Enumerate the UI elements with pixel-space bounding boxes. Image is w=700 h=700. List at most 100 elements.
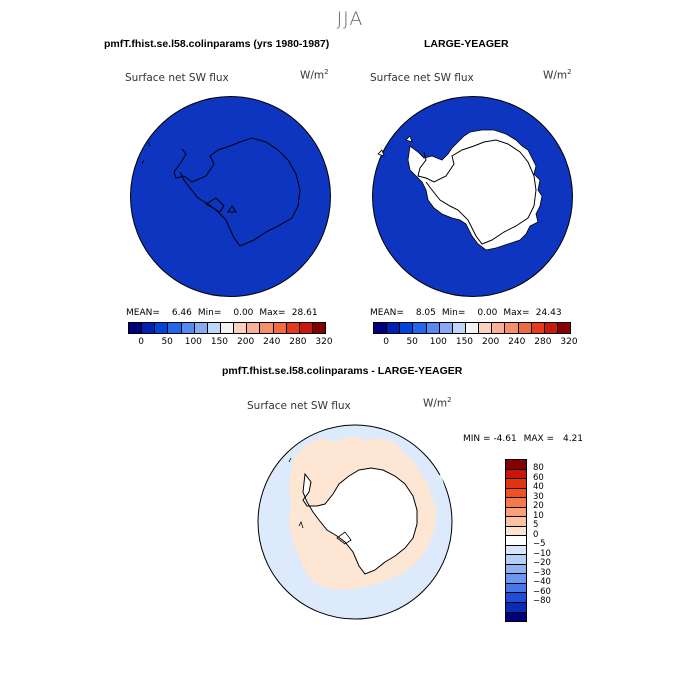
colorbar-tick-label: 200 [482,337,500,347]
right-units: W/m2 [543,68,572,82]
right-variable-name: Surface net SW flux [370,72,474,84]
colorbar-swatch [387,323,401,333]
left-variable-name: Surface net SW flux [125,72,229,84]
colorbar-swatch [220,323,235,333]
right-colorbar-ticks: 0 50 100 150 200 240 280 320 [373,337,577,349]
colorbar-tick-label: 320 [315,337,333,347]
right-panel-title: LARGE-YEAGER [424,38,509,50]
colorbar-tick-label: 0 [533,529,539,540]
right-colorbar [373,322,571,334]
colorbar-swatch [247,323,261,333]
colorbar-tick-label: 10 [533,510,544,521]
colorbar-swatch [374,323,388,333]
colorbar-swatch [492,323,506,333]
colorbar-swatch [506,460,526,470]
colorbar-swatch [155,323,169,333]
colorbar-swatch [426,323,440,333]
colorbar-swatch [506,583,526,594]
right-min-label: Min= [441,308,466,318]
right-max-label: Max= [503,308,530,318]
diff-min-value: -4.61 [493,434,517,444]
colorbar-swatch [506,593,526,603]
colorbar-swatch [439,323,453,333]
left-max-value: 28.61 [291,308,318,318]
diff-antarctica [302,467,418,575]
colorbar-swatch [506,517,526,527]
left-ocean-disc [130,96,331,297]
left-mean-label: MEAN= [126,308,160,318]
left-units: W/m2 [300,68,329,82]
colorbar-swatch [506,498,526,508]
colorbar-swatch [142,323,156,333]
colorbar-tick-label: 100 [184,337,202,347]
left-colorbar-ticks: 0 50 100 150 200 240 280 320 [128,337,332,349]
left-colorbar [128,322,326,334]
diff-variable-name: Surface net SW flux [247,400,351,412]
colorbar-tick-label: 40 [533,482,544,493]
colorbar-swatch [506,488,526,499]
colorbar-swatch [299,323,313,333]
right-mean-value: 8.05 [415,308,436,318]
colorbar-tick-label: 0 [138,337,144,347]
colorbar-swatch [557,323,571,333]
colorbar-swatch [234,323,248,333]
colorbar-tick-label: 150 [210,337,229,347]
right-mean-label: MEAN= [370,308,404,318]
colorbar-swatch [506,602,526,613]
colorbar-tick-label: −60 [533,586,551,597]
colorbar-swatch [506,507,526,518]
left-stats: MEAN= 6.46 Min= 0.00 Max= 28.61 [126,308,318,318]
left-panel-title: pmfT.fhist.se.l58.colinparams (yrs 1980-… [104,38,330,50]
colorbar-tick-label: 280 [289,337,307,347]
colorbar-tick-label: −5 [533,539,546,550]
left-mean-value: 6.46 [171,308,192,318]
colorbar-swatch [286,323,300,333]
colorbar-tick-label: 80 [533,463,544,474]
diff-colorbar [505,459,527,622]
colorbar-tick-label: 60 [533,472,544,483]
right-sea-ice [407,129,543,251]
colorbar-tick-label: −10 [533,548,551,559]
colorbar-swatch [260,323,274,333]
colorbar-swatch [194,323,208,333]
colorbar-swatch [506,574,526,584]
colorbar-swatch [505,323,519,333]
diff-stats: MIN = -4.61 MAX = 4.21 [463,434,583,444]
right-stats: MEAN= 8.05 Min= 0.00 Max= 24.43 [370,308,562,318]
colorbar-swatch [312,323,326,333]
left-polar-map [130,96,331,297]
colorbar-tick-label: 0 [383,337,389,347]
colorbar-tick-label: −20 [533,558,551,569]
colorbar-swatch [506,545,526,556]
colorbar-tick-label: 320 [560,337,578,347]
colorbar-tick-label: 5 [533,520,539,531]
colorbar-swatch [452,323,466,333]
diff-colorbar-ticks: 80 60 40 30 20 10 5 0 −5 −10 −20 −30 −40 −60 −80 [533,459,573,620]
right-min-value: 0.00 [477,308,498,318]
colorbar-swatch [506,526,526,537]
colorbar-tick-label: 280 [534,337,552,347]
left-min-value: 0.00 [233,308,254,318]
figure-title: JJA [336,8,364,30]
colorbar-swatch [506,564,526,575]
colorbar-tick-label: 100 [429,337,447,347]
colorbar-tick-label: 240 [508,337,526,347]
diff-max-label: MAX = [523,434,555,444]
right-max-value: 24.43 [535,308,562,318]
colorbar-swatch [413,323,427,333]
colorbar-swatch [479,323,493,333]
colorbar-tick-label: 200 [237,337,255,347]
colorbar-tick-label: 30 [533,491,544,502]
diff-panel-title: pmfT.fhist.se.l58.colinparams - LARGE-YE… [222,365,463,377]
left-min-label: Min= [197,308,222,318]
colorbar-tick-label: −30 [533,567,551,578]
colorbar-tick-label: 50 [406,337,418,347]
colorbar-tick-label: 50 [161,337,173,347]
colorbar-swatch [506,469,526,480]
diff-min-label: MIN = [463,434,491,444]
colorbar-swatch [168,323,182,333]
colorbar-swatch [207,323,221,333]
diff-max-value: 4.21 [562,434,584,444]
colorbar-swatch [400,323,414,333]
colorbar-swatch [506,555,526,565]
